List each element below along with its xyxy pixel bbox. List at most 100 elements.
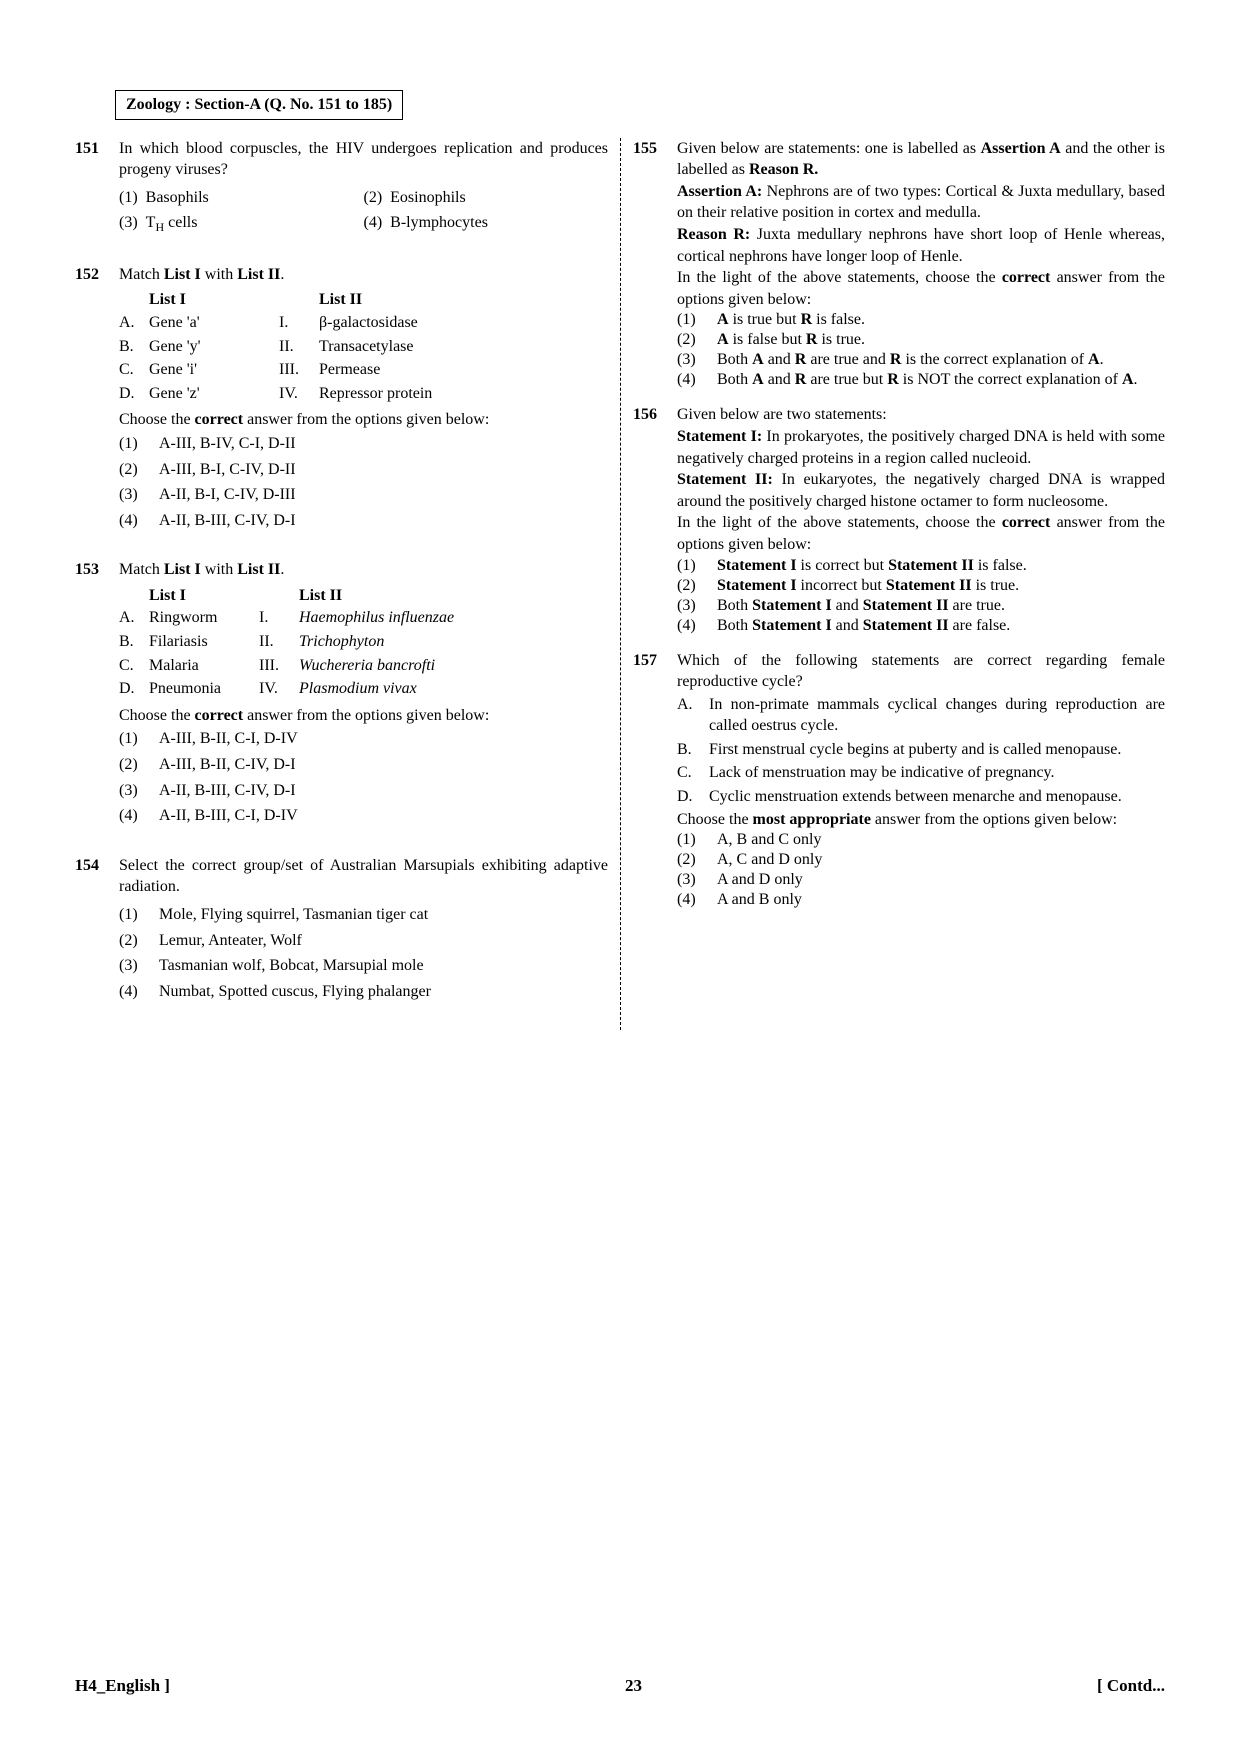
option-text: A and B only: [717, 890, 1165, 910]
option-text: Both A and R are true but R is NOT the c…: [717, 370, 1165, 390]
option-text: Lemur, Anteater, Wolf: [159, 930, 608, 952]
option-text: A-III, B-I, C-IV, D-II: [159, 459, 608, 481]
option-num: (4): [677, 890, 717, 910]
option-text: Tasmanian wolf, Bobcat, Marsupial mole: [159, 955, 608, 977]
option-text: A-III, B-IV, C-I, D-II: [159, 433, 608, 455]
sub-label: C.: [677, 762, 709, 784]
option-num: (3): [119, 484, 159, 506]
option-num: (2): [677, 330, 717, 350]
question-stem: Select the correct group/set of Australi…: [119, 855, 608, 898]
page-footer: H4_English ] 23 [ Contd...: [75, 1675, 1165, 1698]
statement-2: Statement II: In eukaryotes, the negativ…: [677, 469, 1165, 512]
option-num: (1): [677, 830, 717, 850]
footer-center: 23: [625, 1675, 642, 1698]
option-num: (2): [119, 754, 159, 776]
question-152: 152 Match List I with List II. List ILis…: [75, 264, 608, 534]
sub-label: D.: [677, 786, 709, 808]
option-num: (1): [119, 433, 159, 455]
question-number: 154: [75, 855, 119, 1005]
sub-text: Lack of menstruation may be indicative o…: [709, 762, 1165, 784]
question-number: 151: [75, 138, 119, 238]
question-155: 155 Given below are statements: one is l…: [633, 138, 1165, 391]
option-text: A-III, B-II, C-I, D-IV: [159, 728, 608, 750]
match-table: List IList II A.Gene 'a'I.β-galactosidas…: [119, 289, 608, 405]
option-text: TH cells: [146, 214, 198, 231]
choose-prompt: Choose the most appropriate answer from …: [677, 809, 1165, 831]
option-num: (1): [119, 904, 159, 926]
option-text: Mole, Flying squirrel, Tasmanian tiger c…: [159, 904, 608, 926]
reason-r: Reason R: Juxta medullary nephrons have …: [677, 224, 1165, 267]
question-stem: In which blood corpuscles, the HIV under…: [119, 138, 608, 181]
option-num: (2): [119, 930, 159, 952]
option-num: (4): [364, 214, 383, 231]
option-num: (2): [677, 850, 717, 870]
section-header: Zoology : Section-A (Q. No. 151 to 185): [115, 90, 403, 120]
option-num: (2): [677, 576, 717, 596]
question-number: 156: [633, 404, 677, 635]
option-num: (4): [119, 805, 159, 827]
question-number: 152: [75, 264, 119, 534]
option-num: (1): [677, 310, 717, 330]
option-num: (1): [677, 556, 717, 576]
sub-label: A.: [677, 694, 709, 737]
option-text: Eosinophils: [390, 189, 466, 206]
option-text: A is false but R is true.: [717, 330, 1165, 350]
option-num: (3): [119, 780, 159, 802]
option-num: (4): [677, 616, 717, 636]
option-num: (3): [677, 870, 717, 890]
question-156: 156 Given below are two statements: Stat…: [633, 404, 1165, 635]
question-stem: Match List I with List II.: [119, 264, 608, 286]
choose-prompt: In the light of the above statements, ch…: [677, 512, 1165, 555]
option-text: A, B and C only: [717, 830, 1165, 850]
option-text: Both Statement I and Statement II are tr…: [717, 596, 1165, 616]
sub-text: In non-primate mammals cyclical changes …: [709, 694, 1165, 737]
question-number: 157: [633, 650, 677, 911]
option-num: (2): [364, 189, 383, 206]
option-text: Both A and R are true and R is the corre…: [717, 350, 1165, 370]
option-text: A and D only: [717, 870, 1165, 890]
option-num: (3): [119, 214, 138, 231]
choose-prompt: Choose the correct answer from the optio…: [119, 705, 608, 727]
question-157: 157 Which of the following statements ar…: [633, 650, 1165, 911]
option-num: (4): [677, 370, 717, 390]
match-table: List IList II A.RingwormI.Haemophilus in…: [119, 585, 608, 701]
option-num: (3): [677, 596, 717, 616]
option-text: Both Statement I and Statement II are fa…: [717, 616, 1165, 636]
option-text: Basophils: [146, 189, 209, 206]
question-stem: Given below are statements: one is label…: [677, 138, 1165, 181]
sub-label: B.: [677, 739, 709, 761]
choose-prompt: In the light of the above statements, ch…: [677, 267, 1165, 310]
sub-text: First menstrual cycle begins at puberty …: [709, 739, 1165, 761]
option-num: (1): [119, 728, 159, 750]
assertion-a: Assertion A: Nephrons are of two types: …: [677, 181, 1165, 224]
option-text: A-II, B-III, C-IV, D-I: [159, 510, 608, 532]
footer-right: [ Contd...: [1097, 1675, 1165, 1698]
choose-prompt: Choose the correct answer from the optio…: [119, 409, 608, 431]
option-num: (4): [119, 981, 159, 1003]
question-number: 155: [633, 138, 677, 391]
option-text: A-III, B-II, C-IV, D-I: [159, 754, 608, 776]
option-text: A, C and D only: [717, 850, 1165, 870]
option-text: A is true but R is false.: [717, 310, 1165, 330]
question-number: 153: [75, 559, 119, 829]
question-154: 154 Select the correct group/set of Aust…: [75, 855, 608, 1005]
statement-1: Statement I: In prokaryotes, the positiv…: [677, 426, 1165, 469]
option-text: A-II, B-III, C-I, D-IV: [159, 805, 608, 827]
question-151: 151 In which blood corpuscles, the HIV u…: [75, 138, 608, 238]
option-text: Numbat, Spotted cuscus, Flying phalanger: [159, 981, 608, 1003]
right-column: 155 Given below are statements: one is l…: [620, 138, 1165, 1031]
left-column: 151 In which blood corpuscles, the HIV u…: [75, 138, 620, 1031]
question-stem: Which of the following statements are co…: [677, 650, 1165, 693]
option-text: A-II, B-III, C-IV, D-I: [159, 780, 608, 802]
sub-text: Cyclic menstruation extends between mena…: [709, 786, 1165, 808]
option-num: (3): [119, 955, 159, 977]
option-num: (1): [119, 189, 138, 206]
option-num: (3): [677, 350, 717, 370]
question-stem: Given below are two statements:: [677, 404, 1165, 426]
question-153: 153 Match List I with List II. List ILis…: [75, 559, 608, 829]
option-num: (4): [119, 510, 159, 532]
option-num: (2): [119, 459, 159, 481]
option-text: Statement I is correct but Statement II …: [717, 556, 1165, 576]
option-text: A-II, B-I, C-IV, D-III: [159, 484, 608, 506]
content-columns: 151 In which blood corpuscles, the HIV u…: [75, 138, 1165, 1031]
